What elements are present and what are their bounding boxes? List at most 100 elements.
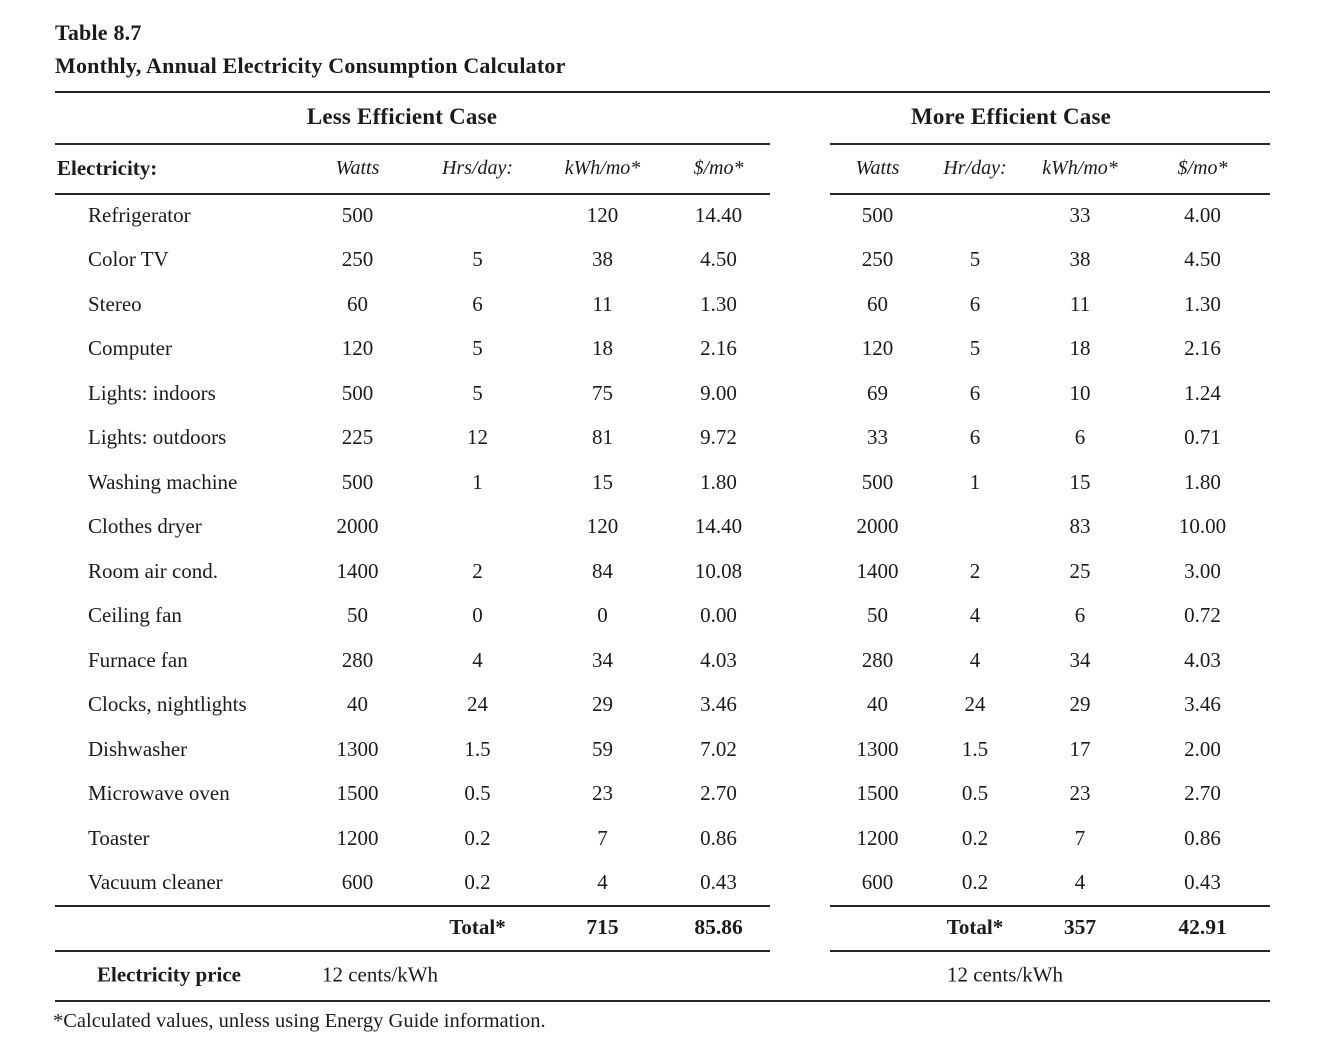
dollarmo-value-left: 3.46 — [700, 692, 737, 717]
dollarmo-value-right: 1.30 — [1184, 291, 1221, 316]
appliance-label: Lights: outdoors — [88, 425, 227, 450]
hrsday-value-left: 0 — [472, 603, 483, 628]
dollarmo-value-left: 0.00 — [700, 603, 737, 628]
kwhmo-value-right: 29 — [1069, 692, 1091, 717]
watts-value-left: 500 — [341, 380, 374, 405]
kwhmo-value-right: 10 — [1069, 380, 1091, 405]
table-row: Room air cond. 1400 2 84 10.08 1400 2 25 3.00 — [55, 549, 1270, 594]
watts-value-right: 50 — [867, 603, 888, 628]
col-hrday-right: Hr/day: — [943, 156, 1007, 179]
kwhmo-value-right: 17 — [1069, 736, 1091, 761]
table-body: Refrigerator 500 120 14.40 500 33 4.00 Color TV… — [55, 193, 1270, 905]
appliance-label: Toaster — [88, 825, 150, 850]
dollarmo-value-left: 2.70 — [700, 781, 737, 806]
watts-value-left: 1300 — [336, 736, 379, 761]
dollarmo-value-right: 4.50 — [1184, 247, 1221, 272]
kwhmo-value-left: 15 — [592, 469, 613, 494]
watts-value-right: 33 — [867, 425, 888, 450]
dollarmo-value-left: 2.16 — [700, 336, 737, 361]
kwhmo-value-left: 23 — [592, 781, 613, 806]
dollarmo-value-right: 4.00 — [1184, 202, 1221, 227]
dollarmo-value-right: 3.46 — [1184, 692, 1221, 717]
dollarmo-value-left: 7.02 — [700, 736, 737, 761]
table-row: Stereo 60 6 11 1.30 60 6 11 1.30 — [55, 282, 1270, 327]
watts-value-left: 120 — [341, 336, 374, 361]
appliance-label: Washing machine — [88, 469, 238, 494]
table-row: Lights: indoors 500 5 75 9.00 69 6 10 1.24 — [55, 371, 1270, 416]
kwhmo-value-left: 84 — [592, 558, 613, 583]
watts-value-right: 60 — [867, 291, 888, 316]
dollarmo-value-right: 1.80 — [1184, 469, 1221, 494]
hrsday-value-left: 5 — [472, 247, 483, 272]
dollarmo-value-left: 9.00 — [700, 380, 737, 405]
dollarmo-value-left: 14.40 — [694, 514, 743, 539]
kwhmo-value-left: 38 — [592, 247, 613, 272]
table-row: Ceiling fan 50 0 0 0.00 50 4 6 0.72 — [55, 594, 1270, 639]
col-kwhmo-left: kWh/mo* — [564, 156, 641, 179]
appliance-label: Lights: indoors — [88, 380, 216, 405]
table-row: Washing machine 500 1 15 1.80 500 1 15 1.80 — [55, 460, 1270, 505]
watts-value-right: 2000 — [856, 514, 899, 539]
hrday-value-right: 6 — [969, 425, 981, 450]
table-row: Toaster 1200 0.2 7 0.86 1200 0.2 7 0.86 — [55, 816, 1270, 861]
kwhmo-value-right: 11 — [1069, 291, 1091, 316]
total-kwh-left: 715 — [586, 915, 619, 939]
watts-value-left: 250 — [341, 247, 374, 272]
more-efficient-case-header: More Efficient Case — [910, 104, 1112, 129]
table-row: Furnace fan 280 4 34 4.03 280 4 34 4.03 — [55, 638, 1270, 683]
column-header-row: Electricity: Watts Hrs/day: kWh/mo* $/mo… — [55, 143, 1270, 193]
watts-value-right: 1500 — [856, 781, 899, 806]
total-kwh-right: 357 — [1063, 915, 1097, 939]
col-kwhmo-right: kWh/mo* — [1042, 156, 1118, 179]
kwhmo-value-right: 33 — [1069, 202, 1091, 227]
hrsday-value-left: 0.2 — [464, 870, 491, 895]
hrday-value-right: 0.5 — [961, 781, 989, 806]
appliance-label: Refrigerator — [88, 202, 191, 227]
kwhmo-value-left: 4 — [597, 870, 608, 895]
table-caption: Monthly, Annual Electricity Consumption … — [55, 53, 566, 78]
footnote: *Calculated values, unless using Energy … — [53, 1010, 546, 1032]
appliance-label: Dishwasher — [88, 736, 188, 761]
dollarmo-value-left: 0.86 — [700, 825, 737, 850]
hrsday-value-left: 2 — [472, 558, 483, 583]
rule-under-case-left — [55, 143, 770, 145]
rule-below-total-right — [830, 950, 1270, 952]
watts-value-right: 40 — [867, 692, 888, 717]
kwhmo-value-right: 15 — [1069, 469, 1091, 494]
electricity-price-label: Electricity price — [97, 962, 242, 987]
watts-value-left: 40 — [347, 692, 368, 717]
rule-under-colhdr-right — [830, 193, 1270, 195]
watts-value-left: 60 — [347, 291, 368, 316]
case-header-row: Less Efficient Case More Efficient Case — [55, 91, 1270, 143]
kwhmo-value-right: 7 — [1074, 825, 1086, 850]
table-row: Microwave oven 1500 0.5 23 2.70 1500 0.5 23 2.70 — [55, 772, 1270, 817]
col-dollarmo-left: $/mo* — [693, 156, 744, 179]
dollarmo-value-right: 0.72 — [1184, 603, 1221, 628]
watts-value-left: 1400 — [336, 558, 379, 583]
kwhmo-value-left: 0 — [597, 603, 608, 628]
hrday-value-right: 1.5 — [961, 736, 989, 761]
kwhmo-value-left: 59 — [592, 736, 613, 761]
dollarmo-value-left: 14.40 — [694, 202, 743, 227]
watts-value-right: 500 — [861, 202, 894, 227]
total-label-left: Total* — [449, 915, 506, 939]
kwhmo-value-left: 7 — [597, 825, 608, 850]
kwhmo-value-left: 34 — [592, 647, 613, 672]
table-row: Clothes dryer 2000 120 14.40 2000 83 10.00 — [55, 505, 1270, 550]
table-row: Computer 120 5 18 2.16 120 5 18 2.16 — [55, 327, 1270, 372]
watts-value-left: 600 — [341, 870, 374, 895]
kwhmo-value-right: 38 — [1069, 247, 1091, 272]
table-row: Vacuum cleaner 600 0.2 4 0.43 600 0.2 4 0.43 — [55, 861, 1270, 906]
less-efficient-case-header: Less Efficient Case — [306, 104, 498, 129]
hrday-value-right: 24 — [964, 692, 986, 717]
appliance-label: Clocks, nightlights — [88, 692, 247, 717]
dollarmo-value-left: 1.30 — [700, 291, 737, 316]
appliance-label: Microwave oven — [88, 781, 230, 806]
col-watts-right: Watts — [855, 156, 900, 179]
kwhmo-value-left: 29 — [592, 692, 613, 717]
hrsday-value-left: 1.5 — [464, 736, 491, 761]
watts-value-right: 69 — [867, 380, 888, 405]
hrsday-value-left: 1 — [472, 469, 483, 494]
electricity-price-left: 12 cents/kWh — [321, 962, 439, 987]
